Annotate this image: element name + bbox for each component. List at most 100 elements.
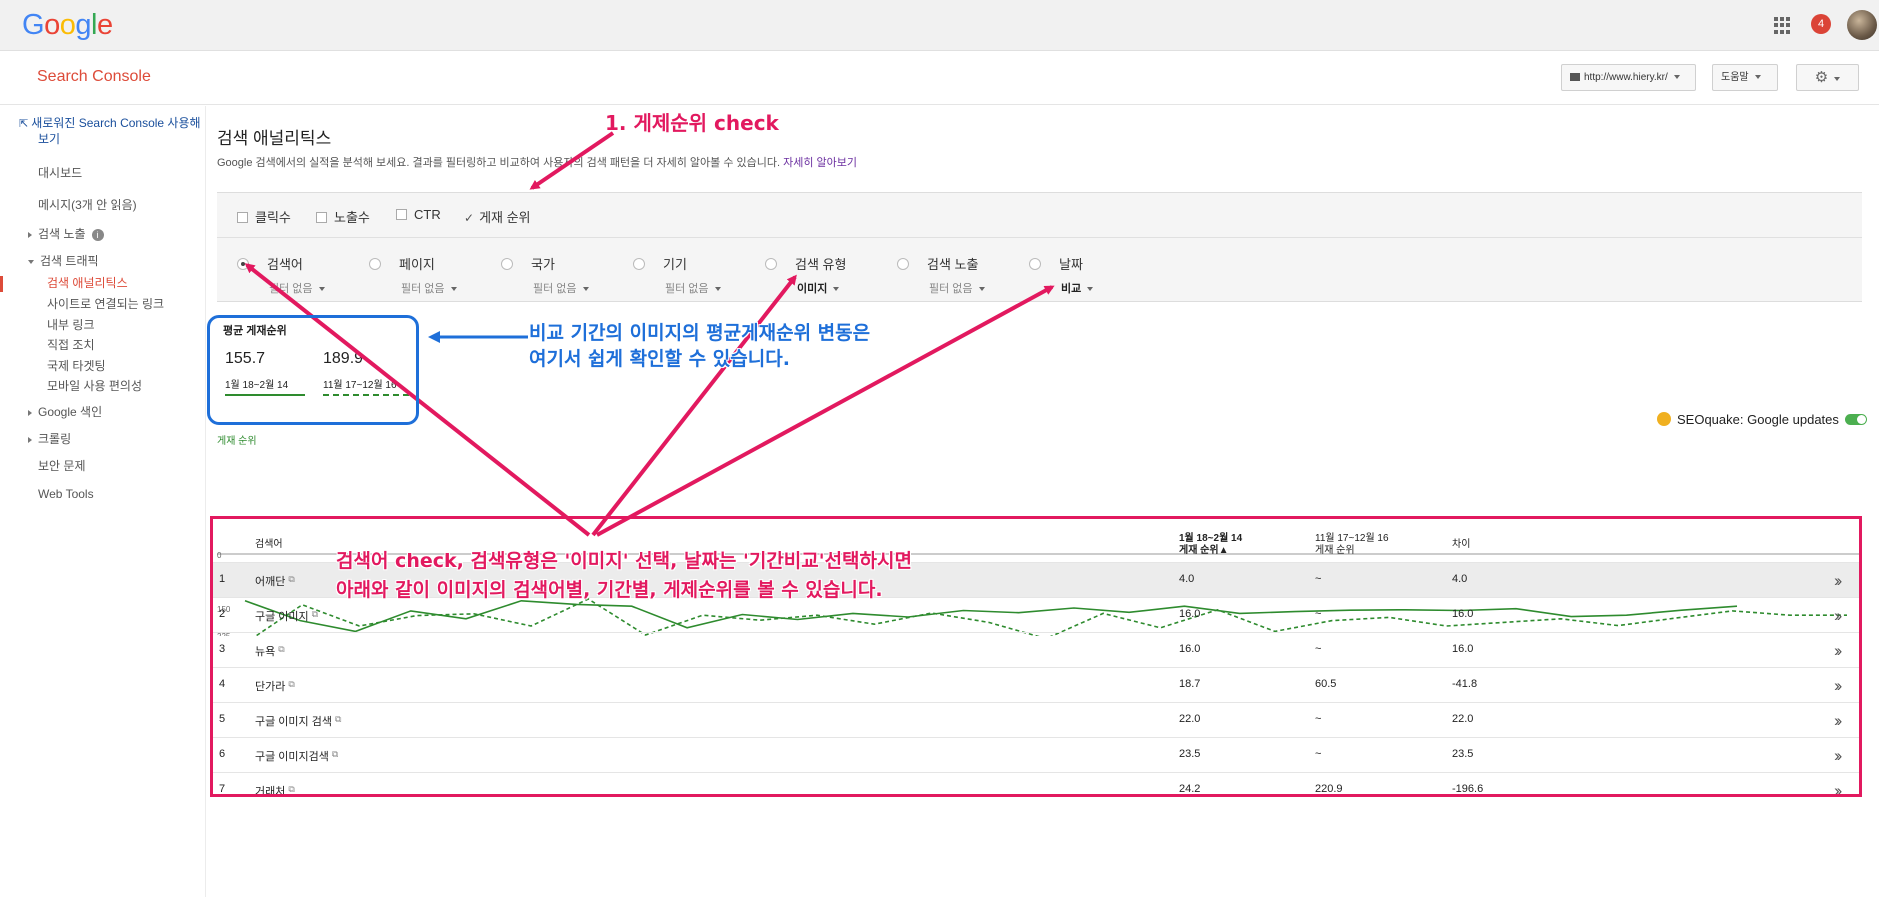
notification-badge[interactable]: 4 <box>1811 14 1831 34</box>
main-content: 검색 애널리틱스 Google 검색에서의 실적을 분석해 보세요. 결과를 필… <box>207 106 1879 897</box>
google-logo[interactable]: Google <box>22 9 113 42</box>
dimension-page[interactable]: 페이지 <box>369 254 435 273</box>
dimension-search-type-filter[interactable]: 이미지 <box>797 280 840 296</box>
dimension-query-filter[interactable]: 필터 없음 <box>269 280 325 296</box>
metric-position[interactable]: ✓ 게재 순위 <box>464 207 531 226</box>
learn-more-link[interactable]: 자세히 알아보기 <box>783 157 858 169</box>
gear-icon: ⚙ <box>1814 69 1829 86</box>
external-link-icon[interactable]: ⧉ <box>288 784 295 794</box>
col-header-previous[interactable]: 11월 17~12월 16 게재 순위 <box>1315 533 1389 557</box>
external-link-icon[interactable]: ⧉ <box>334 714 342 724</box>
row-current-position: 24.2 <box>1179 783 1201 795</box>
dimension-country[interactable]: 국가 <box>501 254 555 273</box>
sidebar-item-international-targeting[interactable]: 국제 타겟팅 <box>47 359 106 373</box>
chevron-down-icon <box>1834 77 1841 82</box>
chevron-down-icon <box>28 259 34 264</box>
sidebar-item-web-tools[interactable]: Web Tools <box>38 487 94 501</box>
table-row[interactable]: 6 구글 이미지검색 ⧉ 23.5 ~23.5 ›› <box>213 737 1859 772</box>
radio-icon <box>501 258 513 270</box>
table-row[interactable]: 3 뉴욕 ⧉ 16.0 ~16.0 ›› <box>213 632 1859 667</box>
chevron-down-icon <box>450 287 457 292</box>
sidebar-item-google-index[interactable]: Google 색인 <box>28 403 102 420</box>
sidebar-item-internal-links[interactable]: 내부 링크 <box>47 318 95 332</box>
dimension-search-appearance-filter[interactable]: 필터 없음 <box>929 280 985 296</box>
row-query[interactable]: 뉴욕 ⧉ <box>255 643 285 659</box>
filter-label: 필터 없음 <box>401 283 445 295</box>
sidebar-item-search-traffic[interactable]: 검색 트래픽 <box>28 252 99 269</box>
external-link-icon[interactable]: ⧉ <box>288 574 295 584</box>
seoquake-widget[interactable]: SEOquake: Google updates <box>1657 412 1867 427</box>
filter-label: 비교 <box>1061 283 1082 295</box>
col-header-diff[interactable]: 차이 <box>1452 539 1471 550</box>
dimension-device[interactable]: 기기 <box>633 254 687 273</box>
external-link-icon[interactable]: ⧉ <box>331 749 339 759</box>
double-chevron-right-icon[interactable]: ›› <box>1834 606 1843 625</box>
site-selector[interactable]: http://www.hiery.kr/ <box>1561 64 1696 91</box>
sidebar-item-crawl[interactable]: 크롤링 <box>28 430 71 447</box>
new-console-link[interactable]: ⇱ 새로워진 Search Console 사용해 보기 <box>19 116 201 147</box>
row-query[interactable]: 구글 이미지 검색 ⧉ <box>255 713 341 729</box>
dimension-date[interactable]: 날짜 <box>1029 254 1083 273</box>
double-chevron-right-icon[interactable]: ›› <box>1834 711 1843 730</box>
dimension-query[interactable]: 검색어 <box>237 254 303 273</box>
double-chevron-right-icon[interactable]: ›› <box>1834 746 1843 765</box>
site-url: http://www.hiery.kr/ <box>1584 72 1668 83</box>
row-diff: 16.0 <box>1452 608 1474 620</box>
settings-button[interactable]: ⚙ <box>1796 64 1859 91</box>
row-query[interactable]: 구글 이미지 ⧉ <box>255 608 318 624</box>
avatar[interactable] <box>1847 10 1877 40</box>
table-row[interactable]: 5 구글 이미지 검색 ⧉ 22.0 ~22.0 ›› <box>213 702 1859 737</box>
metric-impressions[interactable]: 노출수 <box>316 207 370 226</box>
sidebar-item-links-to-site[interactable]: 사이트로 연결되는 링크 <box>47 297 165 311</box>
table-row[interactable]: 4 단가라 ⧉ 18.7 60.5 -41.8 ›› <box>213 667 1859 702</box>
row-query[interactable]: 단가라 ⧉ <box>255 678 295 694</box>
y-tick-label: 150 <box>217 605 231 614</box>
table-row[interactable]: 2 구글 이미지 ⧉ 16.0 ~16.0 ›› <box>213 597 1859 632</box>
sidebar-item-label: 검색 노출 <box>38 227 86 241</box>
apps-grid-icon[interactable] <box>1774 17 1791 34</box>
help-button[interactable]: 도움말 <box>1712 64 1778 91</box>
new-console-link-text-2: 보기 <box>38 132 61 146</box>
row-query[interactable]: 거래처 ⧉ <box>255 783 295 794</box>
double-chevron-right-icon[interactable]: ›› <box>1834 571 1843 590</box>
sidebar-item-security-issues[interactable]: 보안 문제 <box>38 459 86 473</box>
sidebar-item-search-analytics[interactable]: 검색 애널리틱스 <box>47 276 128 290</box>
product-name[interactable]: Search Console <box>37 68 151 85</box>
info-icon[interactable]: i <box>91 229 104 241</box>
double-chevron-right-icon[interactable]: ›› <box>1834 676 1843 695</box>
metric-clicks[interactable]: 클릭수 <box>237 207 291 226</box>
filter-label: 필터 없음 <box>533 283 577 295</box>
dimension-search-appearance[interactable]: 검색 노출 <box>897 254 978 273</box>
double-chevron-right-icon[interactable]: ›› <box>1834 641 1843 660</box>
sidebar-item-manual-actions[interactable]: 직접 조치 <box>47 338 95 352</box>
sidebar-item-mobile-usability[interactable]: 모바일 사용 편의성 <box>47 379 142 393</box>
col-header-current[interactable]: 1월 18~2월 14 게재 순위▲ <box>1179 533 1242 557</box>
dimension-label: 검색 노출 <box>927 257 979 272</box>
table-row[interactable]: 1 어깨단 ⧉ 4.0 ~4.0 ›› <box>213 562 1859 597</box>
row-query[interactable]: 어깨단 ⧉ <box>255 573 295 589</box>
metric-ctr[interactable]: CTR <box>396 207 441 222</box>
col-header-query[interactable]: 검색어 <box>255 539 283 550</box>
sidebar-item-search-appearance[interactable]: 검색 노출 i <box>28 225 104 242</box>
dimension-device-filter[interactable]: 필터 없음 <box>665 280 721 296</box>
row-query[interactable]: 구글 이미지검색 ⧉ <box>255 748 338 764</box>
double-chevron-right-icon[interactable]: ›› <box>1834 781 1843 797</box>
dimension-search-type[interactable]: 검색 유형 <box>765 254 846 273</box>
toggle-switch[interactable] <box>1844 414 1867 425</box>
seoquake-icon <box>1657 412 1671 426</box>
annotation-table-line1: 검색어 check, 검색유형은 '이미지' 선택, 날짜는 '기간비교'선택하… <box>336 550 912 572</box>
sidebar-item-dashboard[interactable]: 대시보드 <box>38 166 83 180</box>
row-number: 6 <box>219 748 226 760</box>
dimension-page-filter[interactable]: 필터 없음 <box>401 280 457 296</box>
sidebar-item-messages[interactable]: 메시지(3개 안 읽음) <box>38 198 137 212</box>
dimension-date-filter[interactable]: 비교 <box>1061 280 1094 296</box>
site-favicon-icon <box>1570 73 1580 81</box>
dimension-label: 기기 <box>663 257 687 272</box>
dimension-country-filter[interactable]: 필터 없음 <box>533 280 589 296</box>
external-link-icon[interactable]: ⧉ <box>288 679 295 689</box>
row-number: 3 <box>219 643 226 655</box>
table-row[interactable]: 7 거래처 ⧉ 24.2 220.9 -196.6 ›› <box>213 772 1859 797</box>
external-link-icon[interactable]: ⧉ <box>278 644 285 654</box>
row-diff: 16.0 <box>1452 643 1474 655</box>
external-link-icon[interactable]: ⧉ <box>311 609 319 619</box>
